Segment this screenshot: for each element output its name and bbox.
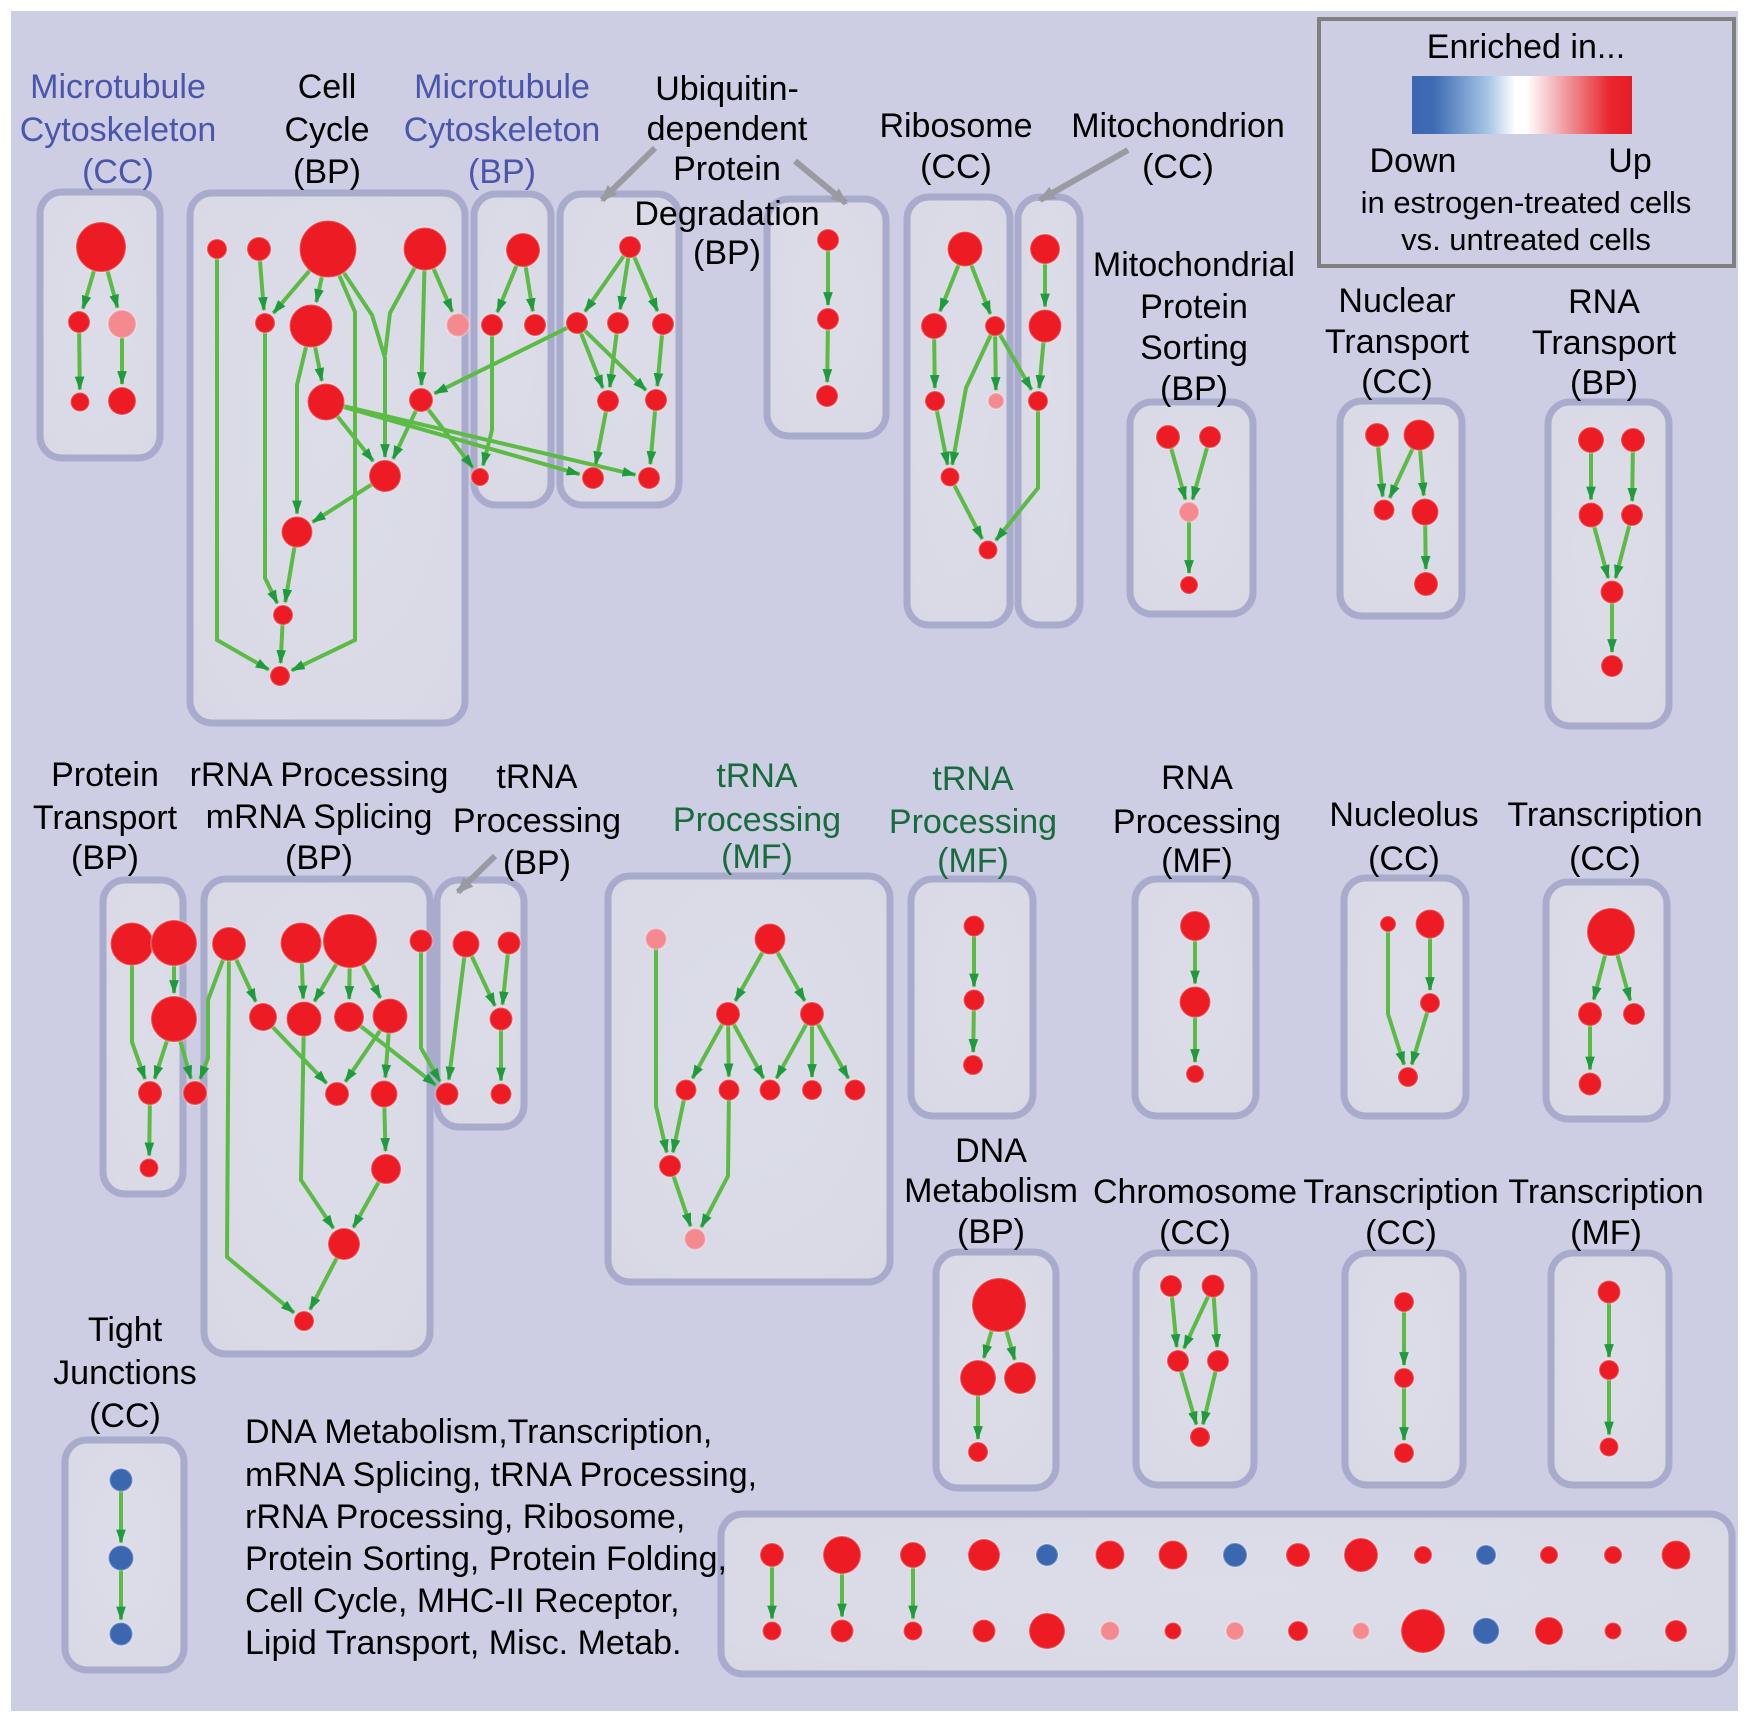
svg-text:Lipid Transport, Misc. Metab.: Lipid Transport, Misc. Metab. [245, 1624, 682, 1662]
svg-text:(CC): (CC) [1365, 1214, 1437, 1252]
svg-text:Processing: Processing [889, 803, 1057, 841]
svg-text:mRNA Splicing, tRNA Processing: mRNA Splicing, tRNA Processing, [245, 1456, 757, 1494]
svg-text:Transcription: Transcription [1508, 1173, 1703, 1211]
svg-text:Enriched in...: Enriched in... [1427, 28, 1625, 66]
svg-text:Transport: Transport [1532, 324, 1677, 362]
svg-text:rRNA Processing: rRNA Processing [190, 756, 449, 794]
svg-text:Mitochondrial: Mitochondrial [1093, 246, 1295, 284]
svg-text:RNA: RNA [1568, 283, 1640, 321]
svg-text:(CC): (CC) [89, 1397, 161, 1435]
svg-text:(CC): (CC) [1142, 148, 1214, 186]
svg-text:dependent: dependent [647, 110, 808, 148]
svg-text:Transcription: Transcription [1507, 796, 1702, 834]
svg-text:(BP): (BP) [957, 1213, 1025, 1251]
svg-text:Ribosome: Ribosome [879, 107, 1032, 145]
svg-text:Cell: Cell [298, 68, 357, 106]
svg-text:rRNA Processing, Ribosome,: rRNA Processing, Ribosome, [245, 1498, 685, 1536]
svg-text:(CC): (CC) [82, 153, 154, 191]
svg-text:(CC): (CC) [1368, 840, 1440, 878]
svg-text:(BP): (BP) [293, 153, 361, 191]
svg-text:tRNA: tRNA [716, 757, 798, 795]
svg-text:vs. untreated cells: vs. untreated cells [1401, 222, 1651, 257]
svg-text:Nuclear: Nuclear [1338, 282, 1455, 320]
svg-text:(BP): (BP) [503, 844, 571, 882]
svg-text:Transport: Transport [1325, 323, 1470, 361]
svg-text:(CC): (CC) [1159, 1214, 1231, 1252]
svg-text:Transport: Transport [33, 799, 178, 837]
svg-text:Protein: Protein [51, 756, 159, 794]
svg-text:Nucleolus: Nucleolus [1329, 796, 1478, 834]
svg-text:Transcription: Transcription [1303, 1173, 1498, 1211]
svg-text:(CC): (CC) [1361, 363, 1433, 401]
svg-text:Protein: Protein [1140, 288, 1248, 326]
svg-text:(CC): (CC) [1569, 840, 1641, 878]
svg-text:tRNA: tRNA [496, 758, 578, 796]
svg-text:Down: Down [1370, 142, 1457, 180]
svg-text:(MF): (MF) [1161, 842, 1233, 880]
svg-text:DNA Metabolism,Transcription,: DNA Metabolism,Transcription, [245, 1413, 712, 1451]
svg-text:DNA: DNA [955, 1132, 1027, 1170]
svg-text:in estrogen-treated cells: in estrogen-treated cells [1361, 185, 1692, 220]
svg-text:Protein Sorting, Protein Foldi: Protein Sorting, Protein Folding, [245, 1540, 727, 1578]
svg-text:(BP): (BP) [1160, 370, 1228, 408]
svg-text:Junctions: Junctions [53, 1354, 197, 1392]
svg-text:Degradation: Degradation [634, 195, 819, 233]
svg-text:Up: Up [1608, 142, 1651, 180]
svg-text:Mitochondrion: Mitochondrion [1071, 107, 1285, 145]
svg-text:Sorting: Sorting [1140, 329, 1248, 367]
svg-text:Processing: Processing [673, 801, 841, 839]
svg-text:Cytoskeleton: Cytoskeleton [404, 111, 601, 149]
svg-text:Metabolism: Metabolism [904, 1172, 1078, 1210]
svg-text:Ubiquitin-: Ubiquitin- [655, 70, 799, 108]
svg-text:(CC): (CC) [920, 148, 992, 186]
svg-text:Microtubule: Microtubule [30, 68, 206, 106]
svg-text:mRNA Splicing: mRNA Splicing [206, 798, 433, 836]
svg-text:Processing: Processing [1113, 803, 1281, 841]
svg-text:(BP): (BP) [468, 153, 536, 191]
svg-text:(MF): (MF) [1570, 1214, 1642, 1252]
svg-text:Cytoskeleton: Cytoskeleton [20, 111, 217, 149]
svg-text:(MF): (MF) [721, 838, 793, 876]
svg-text:Tight: Tight [88, 1311, 163, 1349]
svg-text:Protein: Protein [673, 150, 781, 188]
svg-text:Processing: Processing [453, 802, 621, 840]
svg-text:Cycle: Cycle [284, 111, 369, 149]
svg-text:(BP): (BP) [285, 839, 353, 877]
svg-text:Microtubule: Microtubule [414, 68, 590, 106]
svg-text:RNA: RNA [1161, 759, 1233, 797]
svg-text:Chromosome: Chromosome [1093, 1173, 1297, 1211]
svg-text:(MF): (MF) [937, 842, 1009, 880]
svg-text:(BP): (BP) [71, 839, 139, 877]
svg-text:(BP): (BP) [1570, 364, 1638, 402]
svg-text:(BP): (BP) [693, 234, 761, 272]
svg-text:Cell Cycle, MHC-II Receptor,: Cell Cycle, MHC-II Receptor, [245, 1582, 680, 1620]
svg-text:tRNA: tRNA [932, 760, 1014, 798]
